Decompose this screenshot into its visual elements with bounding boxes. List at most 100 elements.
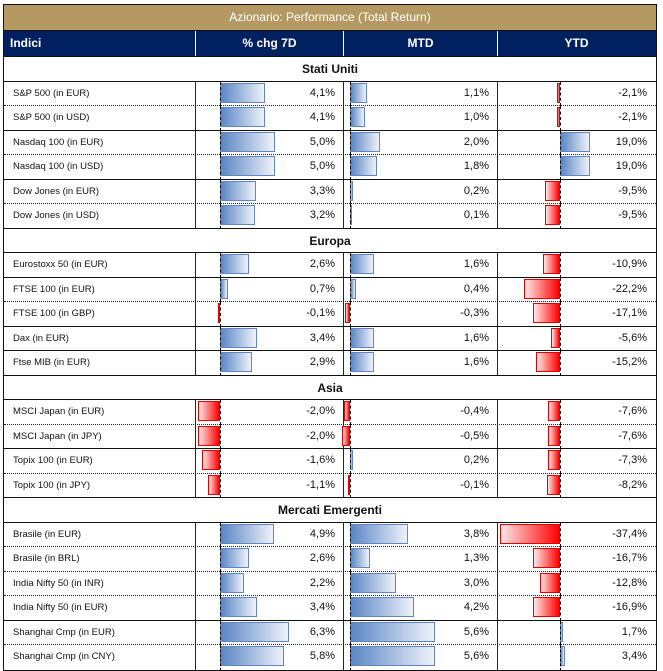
negative-bar xyxy=(343,401,350,421)
zero-axis-line xyxy=(560,571,561,596)
zero-axis-line xyxy=(220,253,221,278)
index-name: Nasdaq 100 (in USD) xyxy=(4,155,196,179)
table-row: FTSE 100 (in EUR) 0,7% 0,4% -22,2% xyxy=(4,277,656,302)
negative-bar xyxy=(544,205,560,225)
cell-7d: 5,0% xyxy=(196,130,344,155)
value-7d: 3,2% xyxy=(309,209,335,221)
cell-ytd: 19,0% xyxy=(498,130,655,155)
zero-axis-line xyxy=(350,400,351,425)
index-name: FTSE 100 (in EUR) xyxy=(4,277,196,301)
negative-bar xyxy=(544,180,560,201)
positive-bar xyxy=(220,205,256,225)
positive-bar xyxy=(350,548,370,568)
negative-bar xyxy=(539,572,560,593)
value-7d: 2,2% xyxy=(309,576,335,589)
zero-axis-line xyxy=(220,326,221,351)
negative-bar xyxy=(198,401,220,421)
zero-axis-line xyxy=(350,277,351,302)
zero-axis-line xyxy=(560,400,561,425)
index-name: Eurostoxx 50 (in EUR) xyxy=(4,253,196,277)
value-ytd: -9,5% xyxy=(618,184,647,197)
positive-bar xyxy=(350,82,367,103)
table-row: FTSE 100 (in GBP) -0,1% -0,3% -17,1% xyxy=(4,302,656,327)
positive-bar xyxy=(220,352,252,372)
value-ytd: -16,7% xyxy=(612,552,647,564)
value-mtd: 0,2% xyxy=(463,454,489,466)
zero-axis-line xyxy=(560,179,561,204)
zero-axis-line xyxy=(220,351,221,376)
value-7d: 3,4% xyxy=(309,331,335,344)
value-7d: 2,6% xyxy=(309,552,335,564)
header-7d: % chg 7D xyxy=(196,31,344,56)
cell-mtd: 0,1% xyxy=(344,204,498,229)
table-row: Nasdaq 100 (in USD) 5,0% 1,8% 19,0% xyxy=(4,155,656,180)
negative-bar xyxy=(524,278,560,299)
index-name: Topix 100 (in EUR) xyxy=(4,449,196,473)
positive-bar xyxy=(220,254,249,274)
value-mtd: 1,3% xyxy=(463,552,489,564)
cell-7d: 2,6% xyxy=(196,253,344,278)
index-name: Ftse MIB (in EUR) xyxy=(4,351,196,375)
cell-mtd: 0,2% xyxy=(344,179,498,204)
negative-bar xyxy=(202,450,220,470)
zero-axis-line xyxy=(350,302,351,327)
negative-bar xyxy=(348,474,350,495)
index-name: India Nifty 50 (in INR) xyxy=(4,571,196,595)
value-mtd: 3,8% xyxy=(463,527,489,540)
cell-ytd: -9,5% xyxy=(498,204,655,229)
value-ytd: -8,2% xyxy=(618,478,647,491)
zero-axis-line xyxy=(560,106,561,131)
zero-axis-line xyxy=(350,130,351,155)
value-ytd: -7,6% xyxy=(618,429,647,442)
cell-mtd: 0,4% xyxy=(344,277,498,302)
zero-axis-line xyxy=(220,155,221,180)
index-name: Shanghai Cmp (in EUR) xyxy=(4,620,196,644)
table-body: Stati Uniti S&P 500 (in EUR) 4,1% 1,1% -2,1%… xyxy=(4,57,656,671)
value-7d: -2,0% xyxy=(306,429,335,442)
cell-7d: 3,4% xyxy=(196,326,344,351)
cell-ytd: -2,1% xyxy=(498,81,655,106)
cell-7d: -0,1% xyxy=(196,302,344,327)
positive-bar xyxy=(350,646,436,666)
zero-axis-line xyxy=(220,302,221,327)
cell-7d: -1,1% xyxy=(196,473,344,498)
positive-bar xyxy=(350,107,366,127)
zero-axis-line xyxy=(350,620,351,645)
zero-axis-line xyxy=(350,351,351,376)
cell-7d: 2,6% xyxy=(196,547,344,572)
positive-bar xyxy=(350,572,396,593)
value-ytd: -37,4% xyxy=(612,527,647,540)
cell-mtd: -0,5% xyxy=(342,424,498,449)
value-7d: 3,3% xyxy=(309,184,335,197)
positive-bar xyxy=(350,597,414,617)
value-7d: 5,0% xyxy=(309,160,335,172)
index-name: Dow Jones (in EUR) xyxy=(4,179,196,203)
table-title: Azionario: Performance (Total Return) xyxy=(4,5,656,31)
negative-bar xyxy=(218,303,220,323)
cell-ytd: -7,3% xyxy=(498,449,655,474)
value-7d: 0,7% xyxy=(309,282,335,295)
cell-ytd: -17,1% xyxy=(498,302,655,327)
cell-mtd: 3,8% xyxy=(344,522,498,547)
zero-axis-line xyxy=(560,620,561,645)
positive-bar xyxy=(350,621,436,642)
header-mtd: MTD xyxy=(344,31,498,56)
positive-bar xyxy=(350,327,375,348)
zero-axis-line xyxy=(220,571,221,596)
value-7d: -0,1% xyxy=(306,307,335,319)
cell-7d: -1,6% xyxy=(196,449,344,474)
cell-mtd: 0,2% xyxy=(344,449,498,474)
value-7d: -1,6% xyxy=(306,454,335,466)
header-ytd: YTD xyxy=(564,36,589,50)
zero-axis-line xyxy=(350,326,351,351)
cell-ytd: 19,0% xyxy=(498,155,655,180)
zero-axis-line xyxy=(220,424,221,449)
table-row: Shanghai Cmp (in CNY) 5,8% 5,6% 3,4% xyxy=(4,645,656,671)
zero-axis-line xyxy=(560,522,561,547)
cell-mtd: 1,0% xyxy=(344,106,498,131)
negative-bar xyxy=(556,107,560,127)
value-mtd: 4,2% xyxy=(463,601,489,613)
negative-bar xyxy=(198,425,220,446)
cell-7d: 5,0% xyxy=(196,155,344,180)
zero-axis-line xyxy=(220,596,221,621)
